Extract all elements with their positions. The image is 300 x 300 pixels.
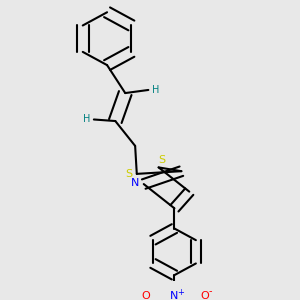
Text: N: N [170,291,178,300]
Text: S: S [158,154,166,165]
Text: H: H [152,85,159,95]
Text: O: O [200,291,209,300]
Text: O: O [141,291,150,300]
Text: N: N [131,178,140,188]
Text: -: - [208,286,212,296]
Text: H: H [83,115,90,124]
Text: S: S [125,169,132,179]
Text: +: + [177,288,184,297]
